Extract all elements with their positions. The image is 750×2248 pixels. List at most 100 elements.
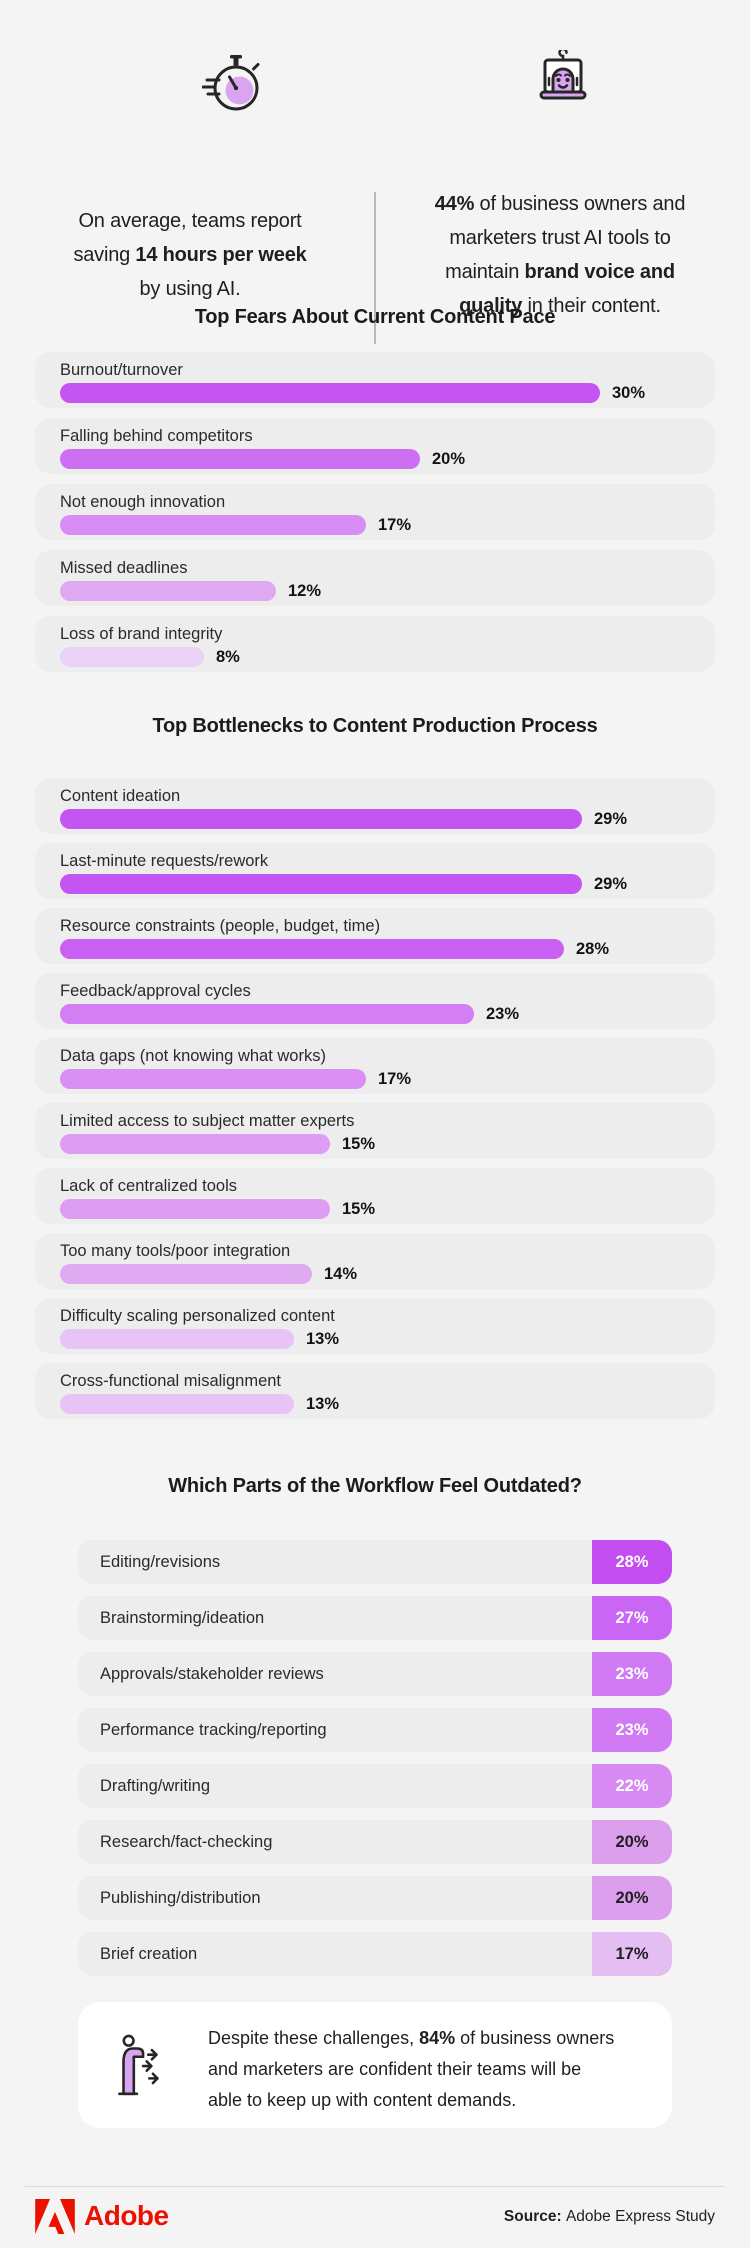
workflow-label: Drafting/writing (100, 1776, 211, 1795)
workflow-row: Brainstorming/ideation 27% (78, 1596, 672, 1640)
chart-row: Falling behind competitors 20% (35, 418, 715, 474)
bar-value: 30% (612, 383, 646, 402)
bar-value: 13% (306, 1329, 340, 1348)
workflow-row: Approvals/stakeholder reviews 23% (78, 1652, 672, 1696)
bar-value: 15% (342, 1134, 376, 1153)
confidence-callout-text: Despite these challenges, 84% of busines… (208, 2028, 615, 2110)
person-arrows-icon (106, 2031, 174, 2099)
percentage-badge: 27% (592, 1596, 672, 1640)
chart-row: Too many tools/poor integration 14% (35, 1233, 715, 1289)
chart-title-bottlenecks: Top Bottlenecks to Content Production Pr… (152, 715, 598, 737)
bar (60, 581, 276, 601)
bar (60, 1069, 366, 1089)
bar-label: Limited access to subject matter experts (60, 1112, 355, 1130)
bar-label: Data gaps (not knowing what works) (60, 1047, 326, 1065)
bar-value: 17% (378, 1069, 412, 1088)
workflow-label: Editing/revisions (100, 1552, 221, 1571)
chart-row: Data gaps (not knowing what works) 17% (35, 1038, 715, 1094)
bar (60, 1134, 330, 1154)
stat-time-saved: On average, teams report saving 14 hours … (73, 210, 307, 300)
adobe-logo-mark-icon (35, 2198, 75, 2234)
bar (60, 449, 420, 469)
bar (60, 1004, 474, 1024)
bar-label: Loss of brand integrity (60, 625, 223, 643)
chart-row: Difficulty scaling personalized content 1… (35, 1298, 715, 1354)
footer-divider (25, 2186, 725, 2187)
stopwatch-icon (201, 50, 268, 116)
bar-value: 12% (288, 581, 322, 600)
workflow-row: Performance tracking/reporting 23% (78, 1708, 672, 1752)
adobe-wordmark: Adobe (84, 2200, 169, 2231)
chart-row: Not enough innovation 17% (35, 484, 715, 540)
percentage-badge: 17% (592, 1932, 672, 1976)
bar (60, 1329, 294, 1349)
bar-label: Lack of centralized tools (60, 1177, 238, 1195)
bar-value: 8% (216, 647, 240, 666)
bar-value: 13% (306, 1394, 340, 1413)
workflow-row: Publishing/distribution 20% (78, 1876, 672, 1920)
bar-label: Content ideation (60, 787, 181, 805)
bar (60, 515, 366, 535)
confidence-callout-card: Despite these challenges, 84% of busines… (78, 2002, 672, 2128)
percentage-badge: 20% (592, 1876, 672, 1920)
bar-value: 29% (594, 809, 628, 828)
bar-value: 23% (486, 1004, 520, 1023)
chart-row: Missed deadlines 12% (35, 550, 715, 606)
bar (60, 647, 204, 667)
bar-label: Difficulty scaling personalized content (60, 1307, 335, 1325)
chart-title-workflow: Which Parts of the Workflow Feel Outdate… (168, 1475, 582, 1497)
bar-label: Not enough innovation (60, 493, 226, 511)
chart-row: Burnout/turnover 30% (35, 352, 715, 408)
bar-label: Too many tools/poor integration (60, 1242, 291, 1260)
workflow-row: Drafting/writing 22% (78, 1764, 672, 1808)
bar (60, 939, 564, 959)
bar-value: 29% (594, 874, 628, 893)
percentage-badge: 28% (592, 1540, 672, 1584)
bar-label: Cross-functional misalignment (60, 1372, 282, 1390)
bar-label: Feedback/approval cycles (60, 982, 251, 1000)
vertical-divider (374, 192, 376, 344)
bar-value: 14% (324, 1264, 358, 1283)
bar-value: 17% (378, 515, 412, 534)
bar-value: 15% (342, 1199, 376, 1218)
chart-workflow-outdated: Editing/revisions 28% Brainstorming/ideati… (78, 1540, 672, 1976)
adobe-logo: Adobe (35, 2196, 169, 2236)
percentage-badge: 20% (592, 1820, 672, 1864)
bar-label: Missed deadlines (60, 559, 188, 577)
percentage-badge: 22% (592, 1764, 672, 1808)
workflow-label: Brainstorming/ideation (100, 1608, 265, 1627)
bar (60, 383, 600, 403)
bar-label: Last-minute requests/rework (60, 852, 269, 870)
chart-fears: Burnout/turnover 30% Falling behind compet… (35, 352, 715, 672)
bar (60, 1264, 312, 1284)
bar (60, 1394, 294, 1414)
chart-row: Loss of brand integrity 8% (35, 616, 715, 672)
chart-row: Limited access to subject matter experts… (35, 1103, 715, 1159)
bar-value: 28% (576, 939, 610, 958)
chart-row: Lack of centralized tools 15% (35, 1168, 715, 1224)
chart-row: Feedback/approval cycles 23% (35, 973, 715, 1029)
chart-row: Cross-functional misalignment 13% (35, 1363, 715, 1419)
chart-row: Resource constraints (people, budget, ti… (35, 908, 715, 964)
chart-row: Content ideation 29% (35, 778, 715, 834)
bar-value: 20% (432, 449, 466, 468)
bar (60, 1199, 330, 1219)
bar (60, 809, 582, 829)
workflow-row: Editing/revisions 28% (78, 1540, 672, 1584)
percentage-badge: 23% (592, 1652, 672, 1696)
bar-label: Resource constraints (people, budget, ti… (60, 917, 381, 935)
chart-bottlenecks: Content ideation 29% Last-minute requests/… (35, 778, 715, 1419)
ai-robot-laptop-icon (530, 47, 596, 116)
source-attribution: Source: Adobe Express Study (503, 2208, 715, 2225)
workflow-label: Approvals/stakeholder reviews (100, 1664, 324, 1683)
workflow-label: Performance tracking/reporting (100, 1720, 327, 1739)
workflow-label: Research/fact-checking (100, 1832, 273, 1851)
chart-title-fears: Top Fears About Current Content Pace (194, 306, 556, 328)
bar (60, 874, 582, 894)
chart-row: Last-minute requests/rework 29% (35, 843, 715, 899)
workflow-label: Brief creation (100, 1944, 198, 1963)
stat-brand-voice: 44% of business owners and marketers trus… (434, 193, 686, 317)
workflow-label: Publishing/distribution (100, 1888, 261, 1907)
bar-label: Falling behind competitors (60, 427, 253, 445)
